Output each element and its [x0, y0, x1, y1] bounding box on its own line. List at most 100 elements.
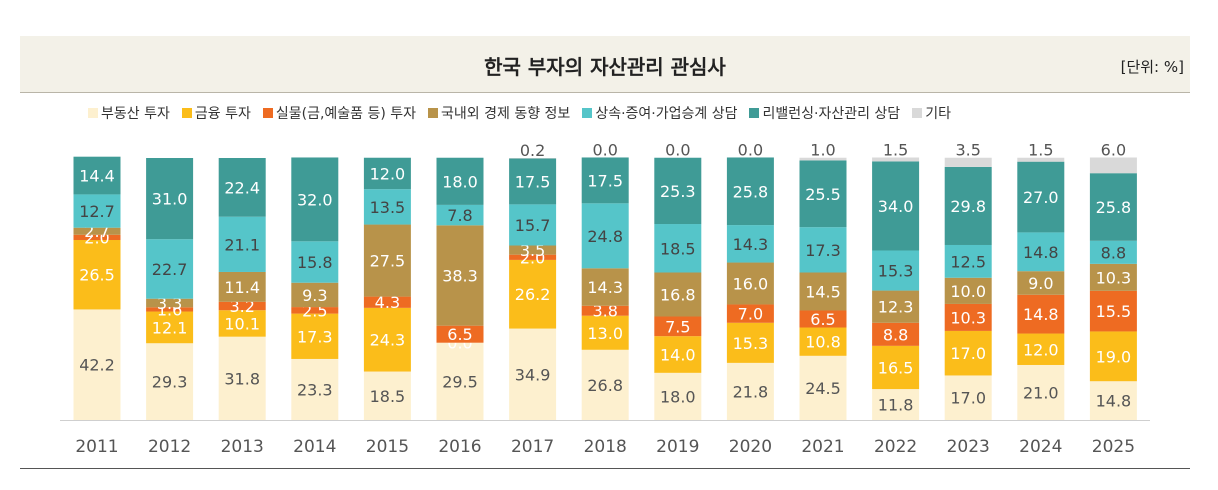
data-label-2016-s5: 18.0 — [442, 172, 478, 191]
x-tick-label-2016: 2016 — [438, 437, 481, 457]
bar-segment-2012-s4 — [146, 239, 194, 299]
data-label-2025-s4: 8.8 — [1101, 243, 1126, 262]
bar-segment-2011-s1 — [73, 240, 121, 310]
data-label-2022-s0: 11.8 — [878, 396, 914, 415]
data-label-2011-s0: 42.2 — [79, 356, 115, 375]
data-label-2024-s0: 21.0 — [1023, 383, 1059, 402]
data-label-2012-s0: 29.3 — [152, 373, 188, 392]
bar-segment-2021-s6 — [799, 157, 847, 161]
bar-segment-2025-s0 — [1089, 381, 1137, 420]
bar-segment-2024-s2 — [1017, 294, 1065, 334]
bar-segment-2024-s3 — [1017, 271, 1065, 295]
data-label-2011-s5: 14.4 — [79, 167, 115, 186]
data-label-2019-s4: 18.5 — [660, 239, 696, 258]
legend-item-economy: 국내외 경제 동향 정보 — [428, 103, 570, 123]
legend-item-rebalancing: 리밸런싱·자산관리 상담 — [749, 103, 900, 123]
legend-label: 기타 — [925, 106, 951, 122]
unit-label: [단위: %] — [1120, 58, 1184, 76]
bar-segment-2016-s5 — [436, 157, 484, 205]
legend-swatch — [582, 108, 593, 118]
data-label-2015-s1: 24.3 — [370, 331, 406, 350]
bar-segment-2018-s1 — [581, 315, 629, 350]
chart-title: 한국 부자의 자산관리 관심사 — [484, 55, 726, 79]
legend-item-financial: 금융 투자 — [181, 103, 251, 123]
data-label-2022-s2: 8.8 — [883, 325, 908, 344]
bar-segment-2018-s3 — [581, 268, 629, 306]
data-label-2025-s3: 10.3 — [1096, 268, 1132, 287]
bar-segment-2015-s4 — [363, 189, 411, 225]
data-label-2012-s4: 22.7 — [152, 260, 188, 279]
data-label-2013-s0: 31.8 — [224, 369, 260, 388]
data-label-2016-s3: 38.3 — [442, 267, 478, 286]
data-label-2013-s1: 10.1 — [224, 314, 260, 333]
data-label-2016-s2: 6.5 — [447, 325, 472, 344]
bar-segment-2023-s0 — [944, 375, 992, 420]
data-label-2015-s3: 27.5 — [370, 252, 406, 271]
bar-segment-2021-s5 — [799, 160, 847, 228]
data-label-2022-s4: 15.3 — [878, 262, 914, 281]
bar-segment-2021-s3 — [799, 272, 847, 311]
data-label-2019-s0: 18.0 — [660, 387, 696, 406]
data-label-2019-s2: 7.5 — [665, 317, 690, 336]
x-tick-label-2013: 2013 — [221, 437, 264, 457]
bar-segment-2015-s5 — [363, 157, 411, 190]
data-label-2023-s4: 12.5 — [950, 252, 986, 271]
data-label-2019-s1: 14.0 — [660, 346, 696, 365]
bar-segment-2023-s4 — [944, 244, 992, 278]
bar-segment-2023-s6 — [944, 157, 992, 167]
data-label-2022-s6: 1.5 — [883, 140, 908, 159]
bar-segment-2020-s5 — [726, 157, 774, 226]
bar-segment-2023-s3 — [944, 277, 992, 304]
bar-segment-2017-s5 — [509, 158, 557, 205]
x-tick-label-2020: 2020 — [729, 437, 772, 457]
bar-segment-2012-s0 — [146, 343, 194, 420]
data-label-2016-s0: 29.5 — [442, 372, 478, 391]
bar-segment-2018-s4 — [581, 203, 629, 269]
bar-segment-2017-s3 — [509, 245, 557, 255]
bar-segment-2016-s0 — [436, 342, 484, 420]
x-tick-label-2025: 2025 — [1092, 437, 1135, 457]
legend-item-realestate: 부동산 투자 — [88, 103, 170, 123]
data-label-2025-s0: 14.8 — [1096, 392, 1132, 411]
bar-segment-2023-s2 — [944, 303, 992, 331]
data-label-2020-s0: 21.8 — [733, 382, 769, 401]
data-label-2022-s1: 16.5 — [878, 358, 914, 377]
data-label-2022-s5: 34.0 — [878, 197, 914, 216]
data-label-2025-s5: 25.8 — [1096, 198, 1132, 217]
legend-label: 리밸런싱·자산관리 상담 — [762, 106, 901, 122]
data-label-2023-s3: 10.0 — [950, 282, 986, 301]
bar-segment-2017-s0 — [509, 328, 557, 420]
bar-segment-2021-s0 — [799, 355, 847, 420]
bar-segment-2021-s1 — [799, 327, 847, 356]
data-label-2021-s3: 14.5 — [805, 282, 841, 301]
data-label-2015-s0: 18.5 — [370, 387, 406, 406]
legend-swatch — [181, 108, 192, 118]
data-label-2016-s4: 7.8 — [447, 206, 472, 225]
legend-swatch — [749, 108, 760, 118]
data-label-2013-s3: 11.4 — [224, 278, 260, 297]
data-label-2021-s4: 17.3 — [805, 241, 841, 260]
bottom-rule — [20, 468, 1190, 469]
bar-segment-2012-s3 — [146, 298, 194, 308]
bar-segment-2014-s3 — [291, 282, 339, 308]
data-label-2019-s3: 16.8 — [660, 286, 696, 305]
x-tick-label-2022: 2022 — [874, 437, 917, 457]
data-label-2011-s4: 12.7 — [79, 202, 115, 221]
data-label-2017-s0: 34.9 — [515, 365, 551, 384]
bar-segment-2025-s4 — [1089, 240, 1137, 264]
bar-segment-2017-s2 — [509, 254, 557, 260]
data-label-2020-s2: 7.0 — [738, 305, 763, 324]
legend-item-physical: 실물(금,예술품 등) 투자 — [262, 103, 416, 123]
data-label-2022-s3: 12.3 — [878, 298, 914, 317]
bar-segment-2020-s0 — [726, 362, 774, 420]
data-label-2014-s4: 15.8 — [297, 253, 333, 272]
bar-segment-2023-s1 — [944, 330, 992, 376]
data-label-2024-s4: 14.8 — [1023, 243, 1059, 262]
bar-segment-2016-s4 — [436, 204, 484, 226]
bar-segment-2018-s2 — [581, 305, 629, 316]
data-label-2023-s1: 17.0 — [950, 344, 986, 363]
bar-segment-2013-s3 — [218, 271, 266, 302]
data-label-2024-s6: 1.5 — [1028, 141, 1053, 160]
bar-segment-2015-s2 — [363, 296, 411, 308]
